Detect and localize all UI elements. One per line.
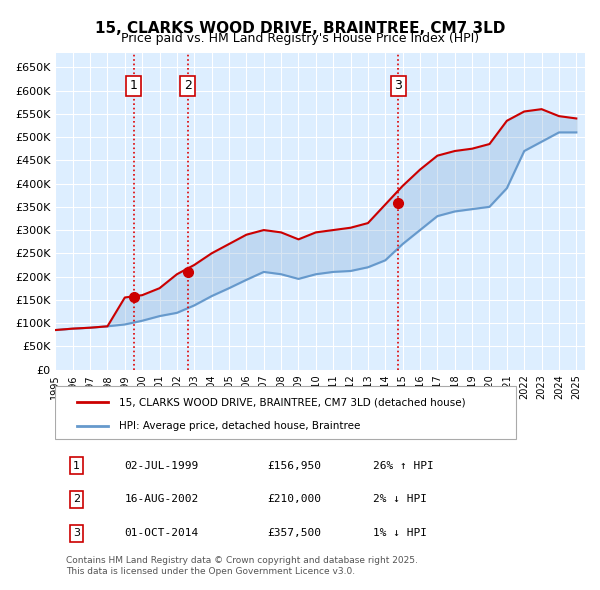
Text: £156,950: £156,950 xyxy=(267,461,321,471)
Text: £210,000: £210,000 xyxy=(267,494,321,504)
Text: 26% ↑ HPI: 26% ↑ HPI xyxy=(373,461,434,471)
Text: Price paid vs. HM Land Registry's House Price Index (HPI): Price paid vs. HM Land Registry's House … xyxy=(121,32,479,45)
Text: 16-AUG-2002: 16-AUG-2002 xyxy=(124,494,199,504)
Text: Contains HM Land Registry data © Crown copyright and database right 2025.
This d: Contains HM Land Registry data © Crown c… xyxy=(66,556,418,576)
Text: 2: 2 xyxy=(73,494,80,504)
Text: 3: 3 xyxy=(73,528,80,538)
Text: 1% ↓ HPI: 1% ↓ HPI xyxy=(373,528,427,538)
Text: 2% ↓ HPI: 2% ↓ HPI xyxy=(373,494,427,504)
Text: 02-JUL-1999: 02-JUL-1999 xyxy=(124,461,199,471)
Text: 1: 1 xyxy=(130,80,137,93)
Text: 3: 3 xyxy=(394,80,402,93)
Text: 1: 1 xyxy=(73,461,80,471)
Text: 15, CLARKS WOOD DRIVE, BRAINTREE, CM7 3LD (detached house): 15, CLARKS WOOD DRIVE, BRAINTREE, CM7 3L… xyxy=(119,398,466,408)
Text: 01-OCT-2014: 01-OCT-2014 xyxy=(124,528,199,538)
FancyBboxPatch shape xyxy=(55,385,516,439)
Text: 15, CLARKS WOOD DRIVE, BRAINTREE, CM7 3LD: 15, CLARKS WOOD DRIVE, BRAINTREE, CM7 3L… xyxy=(95,21,505,35)
Text: £357,500: £357,500 xyxy=(267,528,321,538)
Text: HPI: Average price, detached house, Braintree: HPI: Average price, detached house, Brai… xyxy=(119,421,360,431)
Text: 2: 2 xyxy=(184,80,191,93)
